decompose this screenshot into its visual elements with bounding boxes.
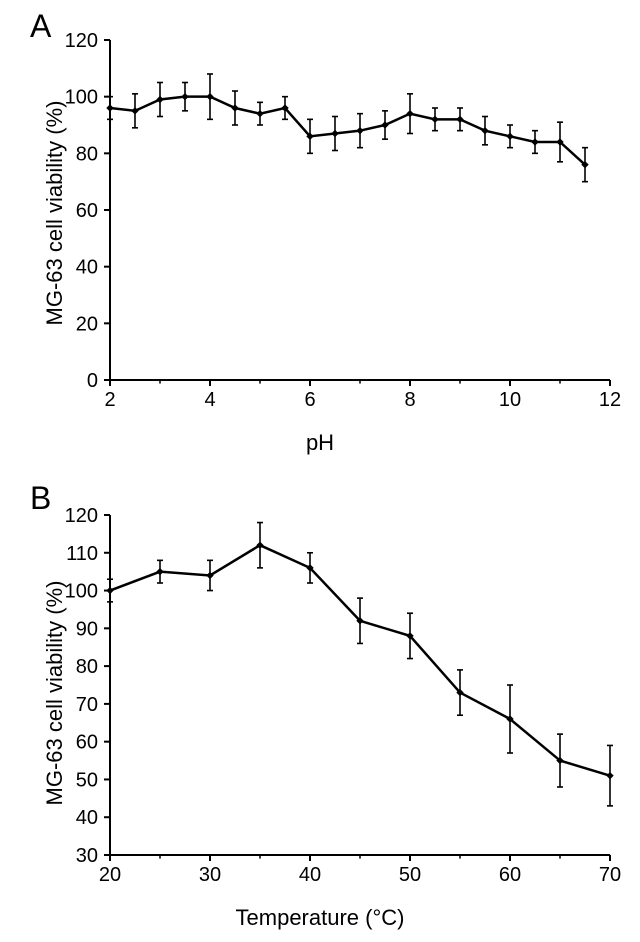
svg-text:6: 6 <box>304 389 315 411</box>
svg-text:120: 120 <box>65 505 98 527</box>
svg-text:110: 110 <box>66 543 98 565</box>
figure: A MG-63 cell viability (%) 2468101202040… <box>0 0 640 942</box>
svg-text:0: 0 <box>87 370 98 392</box>
svg-text:50: 50 <box>76 769 98 791</box>
svg-text:80: 80 <box>76 143 98 165</box>
panel-a: A MG-63 cell viability (%) 2468101202040… <box>0 0 640 470</box>
svg-text:10: 10 <box>499 389 521 411</box>
svg-text:100: 100 <box>65 581 98 603</box>
svg-text:4: 4 <box>204 389 215 411</box>
panel-b: B MG-63 cell viability (%) 2030405060703… <box>0 480 640 942</box>
panel-a-xlabel: pH <box>0 430 640 456</box>
svg-text:50: 50 <box>399 864 421 886</box>
svg-text:12: 12 <box>599 389 621 411</box>
svg-text:60: 60 <box>76 732 98 754</box>
svg-text:40: 40 <box>299 864 321 886</box>
chart-a: 24681012020406080100120 <box>0 10 640 430</box>
svg-text:40: 40 <box>76 257 98 279</box>
svg-text:70: 70 <box>76 694 98 716</box>
svg-text:2: 2 <box>104 389 115 411</box>
svg-text:20: 20 <box>99 864 121 886</box>
svg-text:90: 90 <box>76 618 98 640</box>
svg-text:120: 120 <box>65 30 98 52</box>
svg-text:60: 60 <box>76 200 98 222</box>
svg-text:20: 20 <box>76 313 98 335</box>
svg-text:100: 100 <box>65 87 98 109</box>
svg-text:30: 30 <box>76 845 98 867</box>
panel-b-xlabel: Temperature (°C) <box>0 905 640 931</box>
svg-text:8: 8 <box>404 389 415 411</box>
svg-text:70: 70 <box>599 864 621 886</box>
svg-text:40: 40 <box>76 807 98 829</box>
svg-text:80: 80 <box>76 656 98 678</box>
svg-text:30: 30 <box>199 864 221 886</box>
svg-text:60: 60 <box>499 864 521 886</box>
chart-b: 20304050607030405060708090100110120 <box>0 485 640 905</box>
